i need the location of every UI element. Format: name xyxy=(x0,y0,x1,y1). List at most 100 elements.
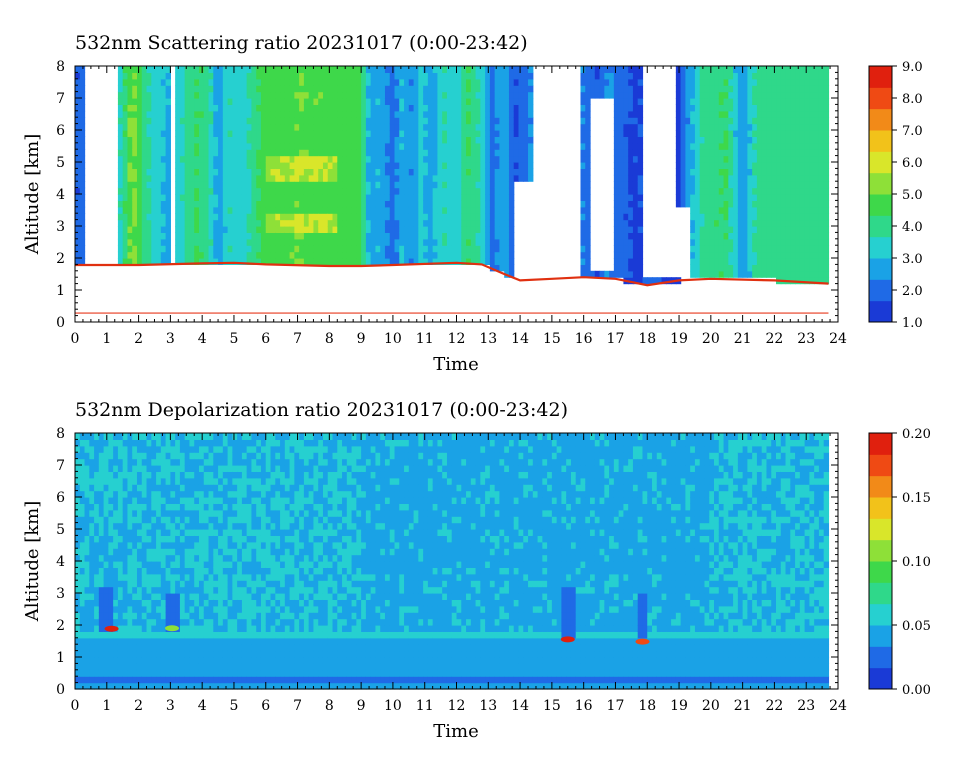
heatmap-cell xyxy=(494,162,501,169)
heatmap-cell xyxy=(370,181,377,189)
heatmap-cell xyxy=(337,219,343,227)
heatmap-cell xyxy=(742,232,748,240)
heatmap-cell xyxy=(413,194,419,201)
x-tick-label: 4 xyxy=(198,331,207,347)
x-tick-label: 9 xyxy=(357,331,366,347)
heatmap-cell xyxy=(795,117,801,125)
heatmap-cell xyxy=(604,66,610,73)
heatmap-cell xyxy=(89,471,95,479)
heatmap-cell xyxy=(122,258,129,265)
heatmap-cell xyxy=(737,110,744,118)
heatmap-cell xyxy=(432,245,439,253)
heatmap-cell xyxy=(84,433,90,440)
heatmap-cell xyxy=(432,181,439,189)
heatmap-cell xyxy=(289,155,295,163)
heatmap-cell xyxy=(270,181,276,189)
heatmap-cell xyxy=(275,206,281,214)
heatmap-cell xyxy=(280,155,286,163)
heatmap-cell xyxy=(337,85,343,93)
heatmap-cell xyxy=(308,104,315,112)
heatmap-cell xyxy=(432,136,439,144)
heatmap-cell xyxy=(370,149,377,157)
heatmap-cell xyxy=(146,136,152,144)
heatmap-cell xyxy=(127,258,133,265)
heatmap-cell xyxy=(384,162,391,169)
heatmap-cell xyxy=(737,142,744,150)
heatmap-cell xyxy=(346,91,353,99)
heatmap-cell xyxy=(752,181,758,189)
heatmap-cell xyxy=(146,85,152,93)
x-tick-label: 17 xyxy=(607,331,625,347)
heatmap-cell xyxy=(136,452,143,460)
heatmap-cell xyxy=(194,66,200,73)
heatmap-cell xyxy=(303,72,310,80)
heatmap-cell xyxy=(194,117,200,125)
heatmap-cell xyxy=(413,130,419,137)
heatmap-cell xyxy=(322,91,329,99)
heatmap-cell xyxy=(165,226,171,233)
heatmap-cell xyxy=(256,130,262,137)
heatmap-cell xyxy=(327,206,334,214)
heatmap-cell xyxy=(294,110,300,118)
heatmap-cell xyxy=(208,66,214,73)
heatmap-cell xyxy=(351,232,357,240)
heatmap-cell xyxy=(394,258,400,265)
heatmap-cell xyxy=(260,155,267,163)
heatmap-cell xyxy=(303,206,310,214)
heatmap-cell xyxy=(427,136,434,144)
heatmap-cell xyxy=(399,149,405,157)
heatmap-cell xyxy=(694,206,701,214)
x-tick-label: 7 xyxy=(293,331,302,347)
heatmap-cell xyxy=(175,66,181,73)
heatmap-cell xyxy=(232,136,238,144)
heatmap-cell xyxy=(795,123,801,131)
heatmap-cell xyxy=(127,593,133,600)
heatmap-cell xyxy=(504,181,510,189)
heatmap-cell xyxy=(795,219,801,227)
heatmap-cell xyxy=(613,226,620,233)
heatmap-cell xyxy=(227,181,233,189)
heatmap-cell xyxy=(280,258,286,265)
heatmap-cell xyxy=(299,181,305,189)
heatmap-cell xyxy=(623,91,629,99)
heatmap-cell xyxy=(175,168,181,176)
heatmap-cell xyxy=(451,174,458,182)
heatmap-cell xyxy=(342,219,348,227)
heatmap-cell xyxy=(75,529,81,536)
heatmap-cell xyxy=(213,110,219,118)
heatmap-cell xyxy=(103,465,109,472)
heatmap-cell xyxy=(179,136,186,144)
heatmap-cell xyxy=(508,258,515,265)
heatmap-cell xyxy=(222,78,229,86)
heatmap-cell xyxy=(237,66,243,73)
heatmap-cell xyxy=(728,72,734,80)
heatmap-cell xyxy=(303,168,310,176)
heatmap-cell xyxy=(404,66,410,73)
heatmap-cell xyxy=(84,497,90,504)
heatmap-cell xyxy=(427,238,434,246)
heatmap-cell xyxy=(723,66,729,73)
heatmap-cell xyxy=(752,258,758,265)
heatmap-cell xyxy=(728,78,734,86)
heatmap-cell xyxy=(475,232,481,240)
heatmap-cell xyxy=(761,194,768,201)
heatmap-cell xyxy=(165,187,171,195)
heatmap-cell xyxy=(771,226,777,233)
heatmap-cell xyxy=(742,162,748,169)
heatmap-cell xyxy=(327,66,334,73)
heatmap-cell xyxy=(466,174,472,182)
heatmap-cell xyxy=(446,251,453,259)
heatmap-cell xyxy=(399,200,405,208)
heatmap-cell xyxy=(718,85,725,93)
heatmap-cell xyxy=(222,258,229,265)
heatmap-cell xyxy=(251,251,257,259)
heatmap-cell xyxy=(423,174,429,182)
heatmap-cell xyxy=(704,142,710,150)
heatmap-cell xyxy=(809,168,815,176)
heatmap-cell xyxy=(103,535,109,543)
heatmap-cell xyxy=(232,72,238,80)
heatmap-cell xyxy=(79,258,86,265)
heatmap-cell xyxy=(94,650,100,658)
heatmap-cell xyxy=(632,168,639,176)
heatmap-cell xyxy=(747,258,753,265)
